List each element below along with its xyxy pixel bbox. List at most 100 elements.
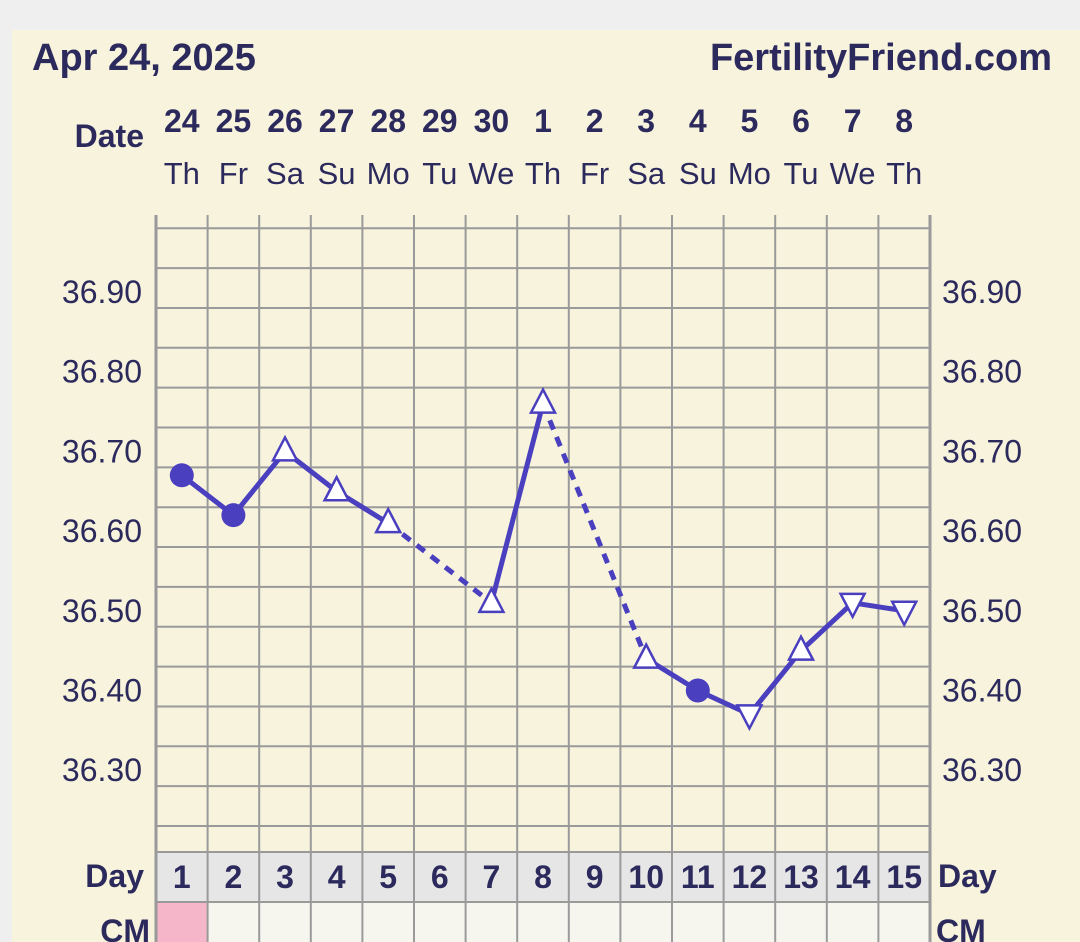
day-cell (568, 852, 621, 902)
day-cell (362, 852, 414, 902)
day-number-label: 2 (225, 859, 243, 895)
day-cell (517, 852, 569, 902)
fertility-chart: Apr 24, 2025 FertilityFriend.com Date Da… (32, 37, 1052, 942)
series-segment-dashed (386, 521, 493, 605)
day-number-label: 9 (586, 859, 604, 895)
day-number-label: 13 (783, 859, 819, 895)
y-tick-label-left: 36.80 (62, 354, 142, 390)
y-tick-label-right: 36.60 (942, 513, 1022, 549)
y-tick-label-right: 36.40 (942, 673, 1022, 709)
y-tick-label-left: 36.70 (62, 433, 142, 469)
day-cell (259, 852, 311, 902)
cm-cell-marked (156, 902, 208, 942)
weekday-label: Sa (627, 156, 666, 191)
day-cell (620, 852, 672, 902)
y-tick-label-right: 36.80 (942, 354, 1022, 390)
temperature-point-triangle-down (838, 592, 867, 620)
date-label: 25 (216, 103, 252, 139)
day-cell (465, 852, 518, 902)
day-number-label: 4 (328, 859, 346, 895)
day-cell (723, 852, 776, 902)
cm-cell (207, 902, 260, 942)
cm-cell (568, 902, 621, 942)
series-segment (488, 401, 546, 606)
temperature-point-triangle-up (374, 506, 403, 534)
date-label: 29 (422, 103, 458, 139)
day-cell (207, 852, 260, 902)
weekday-label: Th (164, 156, 200, 191)
weekday-label: Fr (219, 156, 248, 191)
y-tick-label-left: 36.30 (62, 752, 142, 788)
day-cell (672, 852, 724, 902)
series-segment (798, 600, 856, 654)
weekday-label: Th (525, 156, 561, 191)
temperature-point-triangle-up (322, 474, 351, 502)
cm-cell (465, 902, 518, 942)
weekday-label: We (468, 156, 514, 191)
day-number-label: 6 (431, 859, 449, 895)
date-row-label: Date (75, 118, 144, 154)
temperature-point-triangle-down (735, 704, 764, 732)
day-number-label: 7 (483, 859, 501, 895)
cm-cell (362, 902, 414, 942)
weekday-label: Su (318, 156, 356, 191)
weekday-label: Th (886, 156, 922, 191)
temperature-point-dot (169, 463, 194, 488)
day-row-label-left: Day (85, 858, 144, 894)
cm-cell (620, 902, 672, 942)
cm-cell (517, 902, 569, 942)
chart-panel: Apr 24, 2025 FertilityFriend.com Date Da… (12, 30, 1080, 942)
date-label: 7 (844, 103, 862, 139)
weekday-label: Mo (367, 156, 410, 191)
cm-cell (414, 902, 466, 942)
y-tick-label-right: 36.30 (942, 752, 1022, 788)
date-label: 8 (895, 103, 913, 139)
day-number-label: 5 (379, 859, 397, 895)
date-label: 3 (637, 103, 655, 139)
series-segment-dashed (540, 402, 649, 660)
day-number-label: 15 (886, 859, 922, 895)
weekday-label: Tu (783, 156, 818, 191)
temperature-point-triangle-up (270, 434, 300, 462)
cm-cell (826, 902, 879, 942)
day-number-label: 14 (835, 859, 871, 895)
date-label: 5 (741, 103, 759, 139)
cm-row-label-left: CM (100, 913, 150, 942)
day-cell (310, 852, 363, 902)
cm-cell (259, 902, 311, 942)
temperature-point-dot (221, 503, 246, 528)
temperature-point-triangle-up (477, 586, 506, 614)
cm-row-label-right: CM (936, 913, 986, 942)
temperature-point-dot (685, 678, 710, 703)
day-number-label: 12 (732, 859, 768, 895)
date-label: 27 (319, 103, 355, 139)
weekday-label: Fr (580, 156, 609, 191)
cm-cell (878, 902, 930, 942)
day-cell (414, 852, 466, 902)
day-cell (826, 852, 879, 902)
series-segment (230, 448, 288, 518)
series-segment (746, 648, 804, 717)
day-cell (156, 852, 208, 902)
temperature-point-triangle-up (632, 641, 661, 669)
date-label: 30 (474, 103, 510, 139)
y-tick-label-left: 36.40 (62, 673, 142, 709)
weekday-label: We (830, 156, 876, 191)
weekday-label: Mo (728, 156, 771, 191)
day-number-label: 1 (173, 859, 191, 895)
y-tick-label-right: 36.50 (942, 593, 1022, 629)
weekday-label: Tu (422, 156, 457, 191)
date-label: 6 (792, 103, 810, 139)
cm-cell (775, 902, 827, 942)
day-number-label: 8 (534, 859, 552, 895)
day-row-label-right: Day (938, 858, 997, 894)
temperature-point-triangle-up (528, 386, 558, 414)
date-label: 2 (586, 103, 604, 139)
y-tick-label-right: 36.90 (942, 274, 1022, 310)
day-number-label: 11 (681, 859, 715, 895)
site-brand-label: FertilityFriend.com (710, 37, 1052, 79)
date-label: 1 (534, 103, 552, 139)
cm-cell (310, 902, 363, 942)
weekday-label: Sa (266, 156, 305, 191)
date-label: 4 (689, 103, 707, 139)
